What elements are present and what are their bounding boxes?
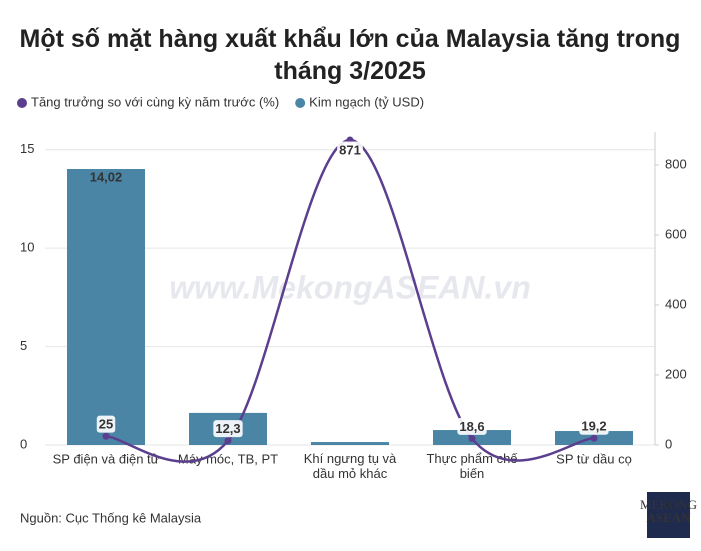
logo-box bbox=[647, 492, 690, 538]
data-label-bg bbox=[579, 417, 609, 435]
data-label: 871 bbox=[339, 142, 361, 157]
y-tick-label: 10 bbox=[20, 240, 34, 255]
bar bbox=[67, 169, 145, 446]
line-point bbox=[590, 434, 598, 442]
logo-text: MEKONG bbox=[640, 497, 697, 512]
legend-label: Kim ngạch (tỷ USD) bbox=[309, 94, 424, 109]
data-label-bg bbox=[337, 141, 363, 159]
line-point bbox=[468, 434, 476, 442]
data-label: 25 bbox=[99, 417, 113, 432]
line-point bbox=[224, 437, 232, 445]
data-label-bg bbox=[457, 417, 487, 435]
y2-tick-label: 200 bbox=[665, 366, 687, 381]
data-label-bg bbox=[96, 415, 116, 433]
data-label-bg bbox=[213, 420, 243, 438]
x-tick-label: SP từ dầu cọ bbox=[556, 451, 632, 466]
logo-text: ASEAN bbox=[646, 510, 691, 525]
y2-tick-label: 800 bbox=[665, 156, 687, 171]
legend-marker bbox=[295, 98, 306, 108]
data-label: 19,2 bbox=[581, 419, 606, 434]
y2-tick-label: 400 bbox=[665, 296, 687, 311]
y2-tick-label: 600 bbox=[665, 226, 687, 241]
legend-marker bbox=[17, 98, 27, 108]
line-point bbox=[102, 432, 110, 440]
data-label: 12,3 bbox=[215, 421, 240, 436]
x-tick-label: SP điện và điện tử bbox=[53, 451, 160, 466]
chart-title: Một số mặt hàng xuất khẩu lớn của Malays… bbox=[20, 25, 681, 85]
y-tick-label: 15 bbox=[20, 141, 34, 156]
x-tick-label: Khí ngưng tụ và dầu mỏ khác bbox=[304, 451, 397, 481]
legend-label: Tăng trưởng so với cùng kỳ năm trước (%) bbox=[31, 94, 279, 109]
x-tick-label: Máy móc, TB, PT bbox=[178, 451, 278, 466]
y-tick-label: 0 bbox=[20, 436, 27, 451]
y-tick-label: 5 bbox=[20, 338, 27, 353]
data-label: 18,6 bbox=[459, 419, 484, 434]
y2-tick-label: 0 bbox=[665, 436, 672, 451]
bar bbox=[311, 442, 389, 445]
source-note: Nguồn: Cục Thống kê Malaysia bbox=[20, 510, 202, 525]
watermark: www.MekongASEAN.vn bbox=[169, 269, 531, 305]
data-label: 14,02 bbox=[90, 169, 123, 184]
x-tick-label: Thực phẩm chế biến bbox=[426, 451, 518, 481]
